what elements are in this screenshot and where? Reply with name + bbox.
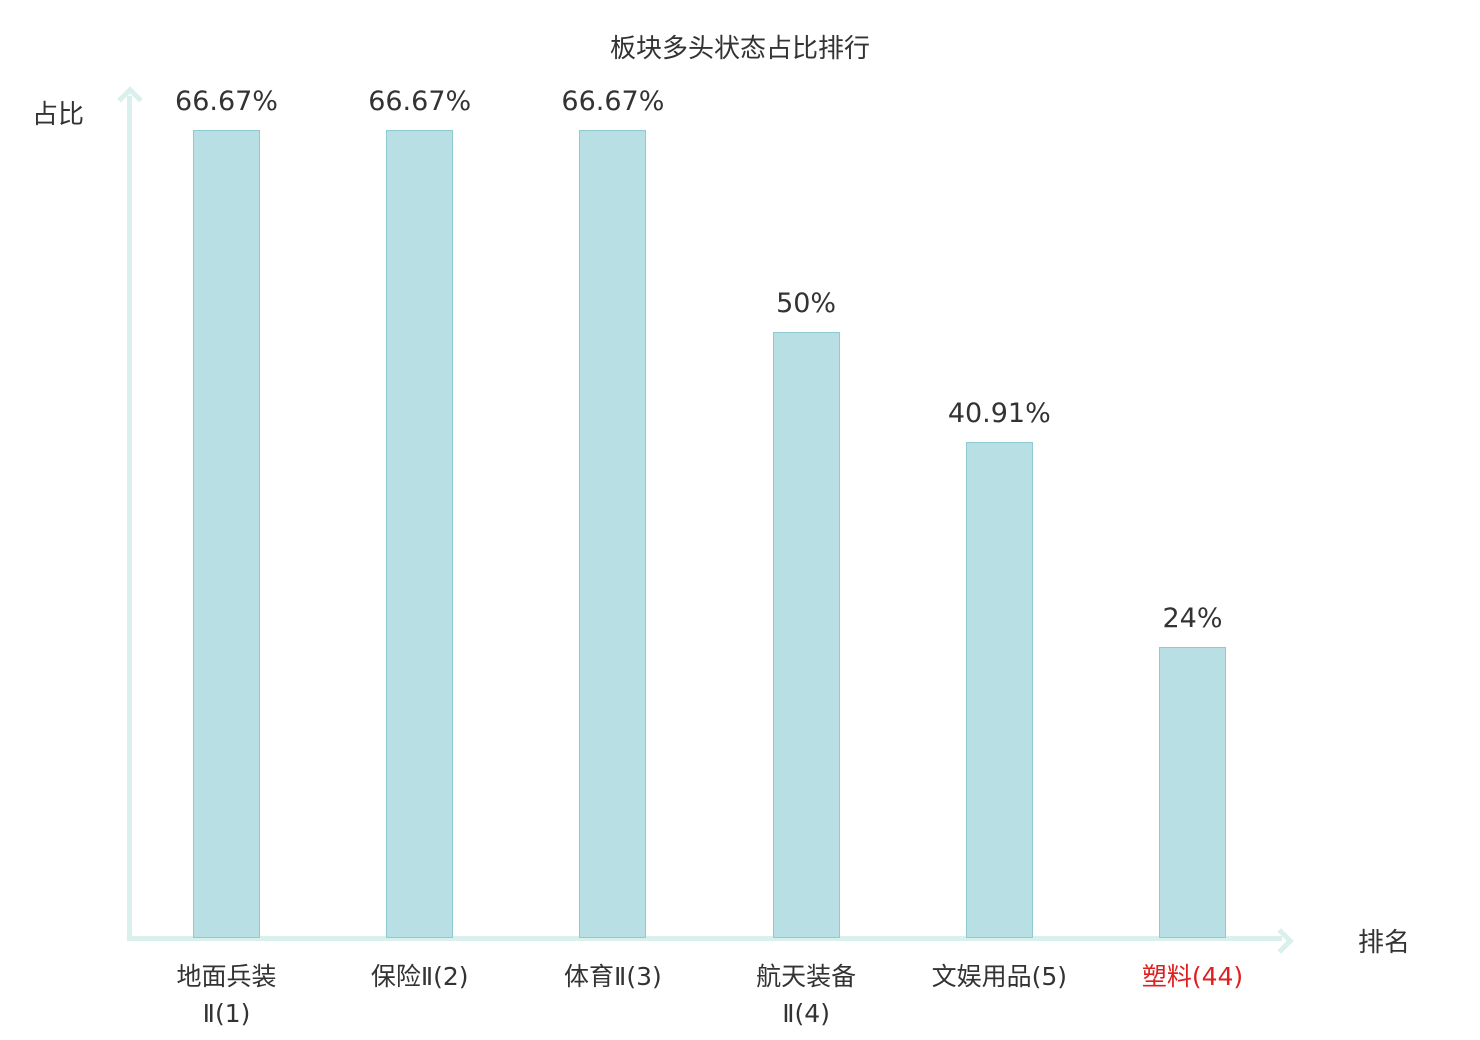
bar-value-label: 40.91% [947,398,1051,429]
x-axis-line [127,936,1282,941]
category-label: 地面兵装 Ⅱ(1) [176,962,277,1028]
chart-title: 板块多头状态占比排行 [609,34,870,64]
bar-value-label: 66.67% [175,86,278,117]
bar-5[interactable] [965,442,1033,938]
y-axis-label: 占比 [32,100,85,130]
category-label: 体育Ⅱ(3) [564,962,662,991]
x-axis-label: 排名 [1358,928,1411,958]
bar-2[interactable] [386,130,454,938]
category-label: 保险Ⅱ(2) [370,962,469,991]
y-axis-line [127,96,132,941]
category-label: 航天装备 Ⅱ(4) [756,962,857,1028]
bar-value-label: 66.67% [561,86,665,117]
category-label: 文娱用品(5) [931,962,1067,991]
bar-6[interactable] [1159,647,1226,938]
bar-1[interactable] [193,130,260,938]
bar-3[interactable] [579,130,647,938]
bar-value-label: 24% [1162,603,1223,634]
bar-4[interactable] [772,332,840,938]
bar-value-label: 50% [776,288,837,319]
category-label: 塑料(44) [1141,962,1244,991]
bar-value-label: 66.67% [368,86,472,117]
